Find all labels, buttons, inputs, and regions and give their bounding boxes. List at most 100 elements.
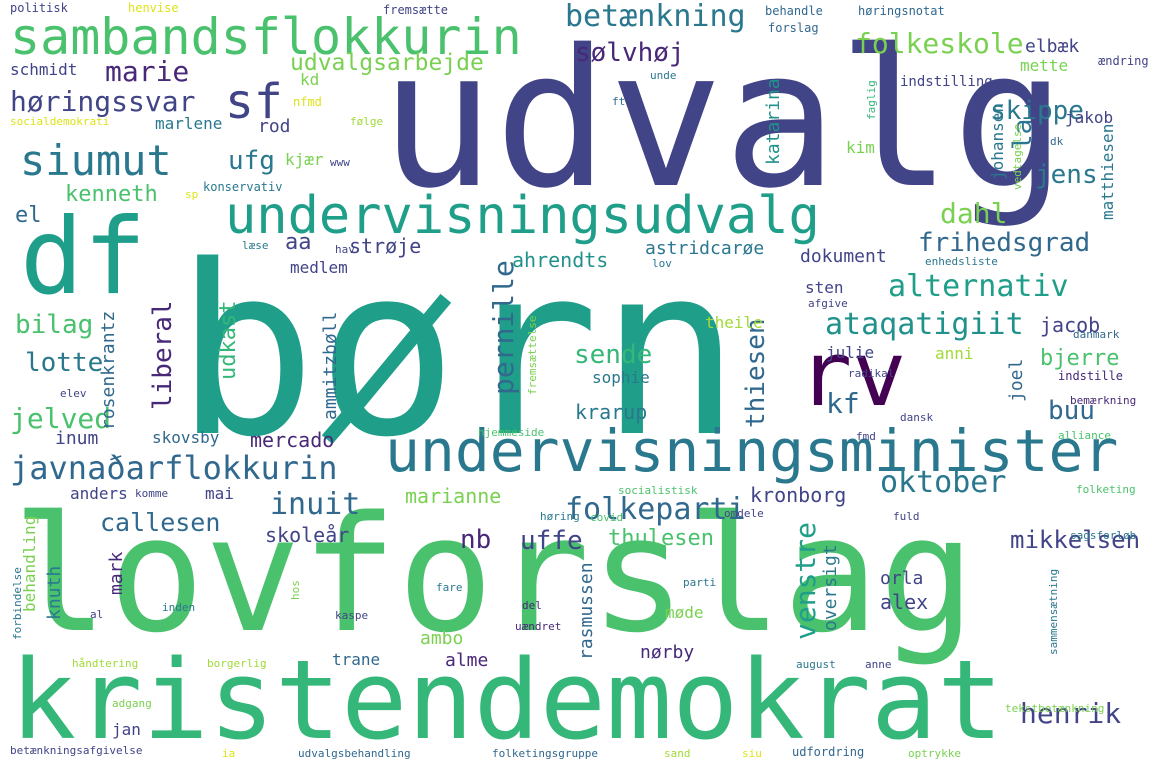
word-udvalgsarbejde: udvalgsarbejde: [290, 50, 484, 76]
word-fuld: fuld: [893, 510, 920, 523]
word-joel: joel: [1006, 358, 1027, 402]
word-hoeringssvar: høringssvar: [10, 85, 196, 118]
word-alme: alme: [445, 650, 489, 671]
word-betaenkningsafgivelse: betænkningsafgivelse: [10, 744, 143, 757]
word-ataqatigiit: ataqatigiit: [825, 307, 1024, 342]
word-stroeje: strøje: [349, 234, 422, 258]
word-noerby: nørby: [640, 642, 695, 663]
word-astridcaroee: astridcarøe: [645, 238, 765, 259]
word-covid: covid: [590, 511, 624, 524]
word-kaspe: kaspe: [335, 609, 369, 622]
word-lovforslag: lovforslag: [12, 481, 976, 668]
word-mette: mette: [1020, 56, 1069, 75]
word-fremsaettelse: fremsættelse: [526, 315, 539, 395]
word-afgive: afgive: [808, 297, 848, 310]
word-udvalg: udvalg: [380, 9, 1067, 230]
word-hav: hav: [335, 243, 355, 256]
word-www: www: [330, 156, 350, 169]
word-sophie: sophie: [592, 368, 650, 387]
word-johansen: johansen: [988, 102, 1007, 180]
word-dahl: dahl: [940, 197, 1008, 230]
word-elev: elev: [60, 387, 87, 400]
word-rod: rod: [258, 116, 291, 137]
word-kenneth: kenneth: [65, 182, 158, 207]
word-foelge: følge: [350, 115, 384, 128]
word-sammensaetning: sammensætning: [1047, 568, 1060, 655]
word-komme: komme: [135, 487, 169, 500]
word-siumut: siumut: [20, 136, 172, 185]
word-df: df: [20, 196, 147, 318]
word-undervisningsudvalg: undervisningsudvalg: [225, 186, 820, 246]
word-indstille: indstille: [1058, 369, 1124, 383]
word-omdele: omdele: [724, 507, 764, 520]
word-august: august: [796, 658, 836, 671]
word-krarup: krarup: [575, 400, 648, 424]
word-sambandsflokkurin: sambandsflokkurin: [10, 8, 522, 66]
word-henrik: henrik: [1020, 697, 1122, 730]
word-rv: rv: [798, 322, 907, 427]
word-laese: læse: [242, 239, 269, 252]
word-pernille: pernille: [487, 260, 520, 395]
word-katarina: katarina: [763, 78, 784, 165]
word-sten: sten: [805, 278, 844, 297]
word-bjerre: bjerre: [1040, 346, 1120, 371]
word-julie: julie: [826, 343, 875, 362]
word-inum: inum: [55, 428, 99, 449]
word-marianne: marianne: [405, 484, 502, 508]
word-boern: børn: [175, 216, 741, 489]
word-nfmd: nfmd: [293, 95, 322, 109]
word-medlem: medlem: [290, 258, 348, 277]
word-fare: fare: [436, 581, 463, 594]
word-inuit: inuit: [270, 487, 361, 522]
word-ambo: ambo: [420, 628, 464, 649]
word-mai: mai: [205, 484, 234, 503]
word-kf: kf: [826, 387, 860, 420]
word-nb: nb: [460, 525, 492, 555]
word-orla: orla: [880, 568, 924, 589]
word-jacob: jacob: [1040, 313, 1101, 337]
word-parti: parti: [683, 576, 717, 589]
word-inden: inden: [162, 601, 196, 614]
word-folkeskole: folkeskole: [855, 27, 1024, 60]
word-elbaek: elbæk: [1025, 36, 1080, 57]
word-del: del: [522, 599, 542, 612]
word-socialdemokrati: socialdemokrati: [10, 115, 110, 128]
word-ft: ft: [612, 95, 626, 108]
word-skippe: skippe: [990, 96, 1084, 126]
word-aa: aa: [285, 230, 312, 255]
word-rasmussen: rasmussen: [576, 562, 597, 660]
word-vedtagelse: vedtagelse: [1011, 123, 1024, 190]
word-marie: marie: [105, 55, 190, 88]
word-indstilling: indstilling: [900, 74, 993, 90]
word-sand: sand: [664, 747, 691, 760]
word-henvise: henvise: [128, 1, 179, 15]
word-kim: kim: [846, 138, 875, 157]
word-skovsby: skovsby: [152, 428, 220, 447]
word-schmidt: schmidt: [10, 60, 78, 79]
word-politisk: politisk: [10, 1, 68, 15]
word-theile: theile: [705, 313, 763, 332]
word-kd: kd: [300, 70, 320, 89]
word-venstre: venstre: [789, 521, 822, 640]
word-socialistisk: socialistisk: [618, 484, 698, 497]
word-uaendret: uændret: [515, 620, 562, 633]
word-oktober: oktober: [880, 465, 1007, 500]
word-behandle: behandle: [765, 4, 823, 18]
word-liberal: liberal: [148, 300, 178, 410]
word-knuth: knuth: [44, 565, 65, 620]
word-udfordring: udfordring: [792, 745, 865, 759]
word-siu: siu: [742, 747, 762, 760]
word-sagsforloeb: sagsforløb: [1070, 529, 1137, 542]
word-alliance: alliance: [1058, 429, 1111, 442]
word-dansk: dansk: [900, 411, 934, 424]
word-oversigt: oversigt: [820, 544, 841, 631]
word-hoering: høring: [540, 510, 580, 523]
word-el: el: [15, 203, 42, 228]
word-jakob: jakob: [1065, 108, 1114, 127]
word-jelved: jelved: [10, 402, 112, 435]
word-trane: trane: [332, 650, 381, 669]
word-konservativ: konservativ: [203, 180, 283, 194]
word-optrykke: optrykke: [908, 747, 961, 760]
word-betaenkning: betænkning: [565, 0, 746, 34]
